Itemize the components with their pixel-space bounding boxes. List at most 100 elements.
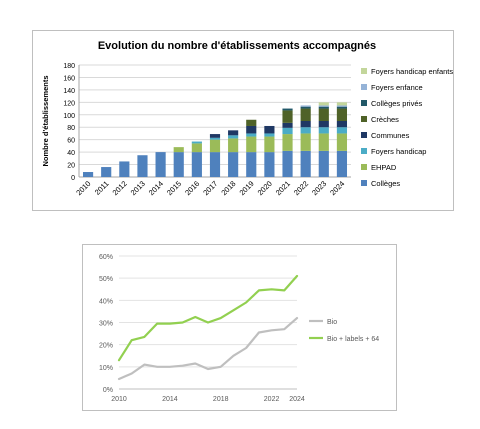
x-tick-label: 2010 <box>74 179 92 197</box>
x-tick-label: 2018 <box>219 179 237 197</box>
bar-segment <box>119 161 130 177</box>
y-tick-label: 0 <box>71 175 75 182</box>
bar-segment <box>191 152 202 177</box>
bar-segment <box>336 133 348 151</box>
x-tick-label: 2013 <box>129 179 147 197</box>
bar-segment <box>300 121 311 128</box>
legend-swatch <box>361 116 367 122</box>
bar-segment <box>228 152 239 177</box>
legend-label: Foyers handicap enfants <box>371 67 453 76</box>
x-tick-label: 2022 <box>264 396 280 403</box>
bar-segment <box>282 150 293 177</box>
y-tick-label: 50% <box>99 276 113 283</box>
legend-swatch <box>361 164 367 170</box>
legend-label: Bio + labels + 64 <box>327 336 379 343</box>
bar-segment <box>137 155 148 177</box>
bar-segment <box>318 106 329 109</box>
legend-label: Foyers enfance <box>371 83 423 92</box>
y-tick-label: 40% <box>99 298 113 305</box>
bar-segment <box>300 150 311 177</box>
x-tick-label: 2022 <box>292 179 310 197</box>
line-chart-panel: 0% 10% 20% 30% 40% 50% 60% 2010 2014 2018 2022 2024… <box>82 244 397 411</box>
legend-label: Crèches <box>371 115 399 124</box>
x-tick-label: 2010 <box>111 396 127 403</box>
y-tick-label: 30% <box>99 321 113 328</box>
bar-segment <box>173 147 184 153</box>
stacked-bar-chart: Evolution du nombre d'établissements acc… <box>41 40 453 197</box>
bar-segment <box>209 152 221 177</box>
bar-segment <box>191 141 202 144</box>
bar-segment <box>246 152 257 177</box>
y-tick-label: 100 <box>63 113 75 120</box>
bar-segment <box>282 127 293 135</box>
bar-segment <box>191 143 202 153</box>
bar-segment <box>264 133 275 137</box>
y-tick-label: 80 <box>67 125 75 132</box>
x-tick-label: 2020 <box>256 179 274 197</box>
y-tick-label: 10% <box>99 365 113 372</box>
bar-segment <box>336 102 348 106</box>
line-chart: 0% 10% 20% 30% 40% 50% 60% 2010 2014 2018 2022 2024… <box>99 254 379 403</box>
bar-segment <box>209 137 221 140</box>
legend-label: Foyers handicap <box>371 147 426 156</box>
bar-segment <box>209 139 221 153</box>
y-tick-label: 180 <box>63 63 75 70</box>
legend-label: Communes <box>371 131 410 140</box>
y-axis-label: Nombre d'établissements <box>41 76 50 167</box>
bar-segment <box>282 108 293 111</box>
x-tick-label: 2019 <box>238 179 256 197</box>
bar-segment <box>336 150 348 177</box>
bar-segment <box>318 102 329 106</box>
bar-segment <box>173 152 184 177</box>
legend-label: EHPAD <box>371 163 397 172</box>
bar-segment <box>318 150 329 177</box>
y-tick-label: 140 <box>63 88 75 95</box>
bar-segment <box>209 134 221 138</box>
bar-segment <box>282 110 293 123</box>
legend-label: Collèges privés <box>371 99 423 108</box>
x-tick-label: 2018 <box>213 396 229 403</box>
bar-segment <box>246 125 257 134</box>
stacked-bar-chart-panel: Evolution du nombre d'établissements acc… <box>32 30 454 211</box>
x-tick-label: 2011 <box>93 179 111 197</box>
chart-title: Evolution du nombre d'établissements acc… <box>98 40 376 52</box>
y-tick-label: 160 <box>63 75 75 82</box>
bar-segment <box>246 133 257 137</box>
legend-swatch <box>361 180 367 186</box>
bar-segment <box>300 133 311 151</box>
legend-label: Bio <box>327 319 337 326</box>
bar-segment <box>246 136 257 153</box>
x-tick-label: 2023 <box>310 179 328 197</box>
legend-swatch <box>361 68 367 74</box>
bar-segment <box>336 106 348 109</box>
series-line <box>117 316 299 381</box>
legend-swatch <box>361 84 367 90</box>
y-tick-label: 120 <box>63 100 75 107</box>
y-tick-label: 20 <box>67 163 75 170</box>
bar-segment <box>336 105 348 107</box>
bar-segment <box>155 152 166 177</box>
bar-segment <box>264 125 275 134</box>
x-tick-label: 2024 <box>289 396 305 403</box>
bar-segment <box>318 133 329 151</box>
y-tick-label: 60% <box>99 254 113 261</box>
y-tick-label: 40 <box>67 150 75 157</box>
legend-swatch <box>361 132 367 138</box>
legend-label: Collèges <box>371 179 400 188</box>
bar-segment <box>246 119 257 126</box>
x-tick-label: 2021 <box>274 179 292 197</box>
bar-segment <box>318 121 329 128</box>
x-tick-label: 2012 <box>111 179 129 197</box>
x-tick-label: 2024 <box>328 179 346 197</box>
bar-segment <box>300 105 311 107</box>
bar-segment <box>82 172 94 177</box>
bar-segment <box>318 127 329 134</box>
bar-segment <box>318 105 329 107</box>
y-tick-label: 60 <box>67 138 75 145</box>
bar-segment <box>300 108 311 121</box>
y-tick-label: 20% <box>99 343 113 350</box>
bar-segment <box>101 167 112 177</box>
bar-segment <box>336 108 348 121</box>
bar-segment <box>300 106 311 109</box>
bar-segment <box>300 127 311 134</box>
